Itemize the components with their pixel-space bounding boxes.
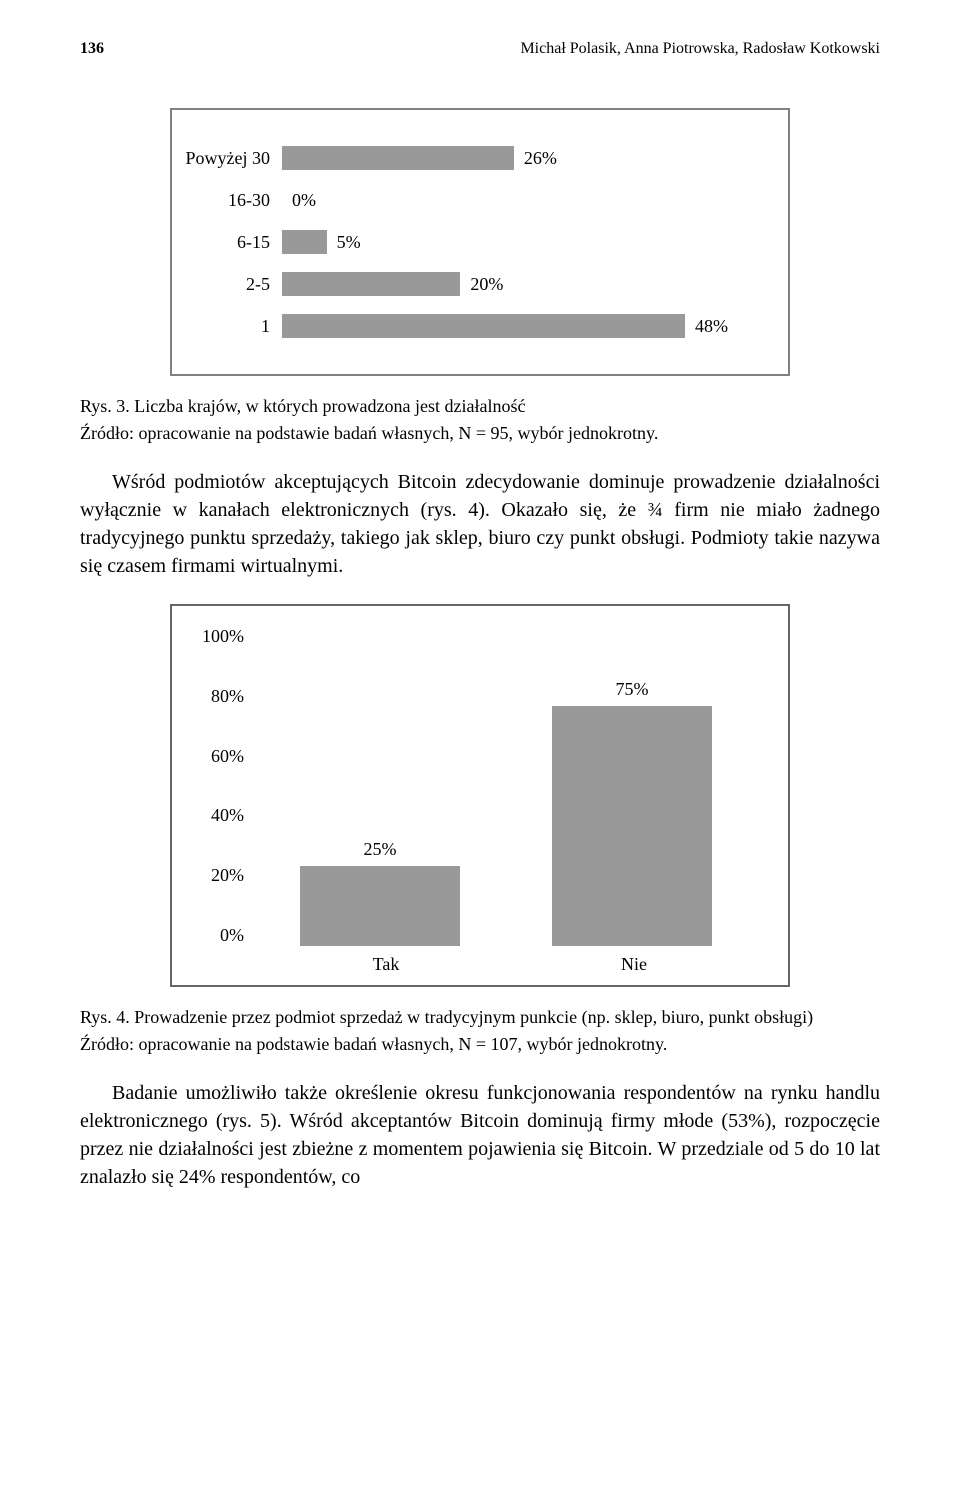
chart-1: Powyżej 3026%16-300%6-155%2-520%148%: [170, 108, 790, 376]
hbar-track: 5%: [282, 230, 728, 254]
hbar-track: 0%: [282, 188, 728, 212]
vbar-ytick: 20%: [211, 865, 244, 886]
vbar-ytick: 80%: [211, 686, 244, 707]
figure-2-source: Źródło: opracowanie na podstawie badań w…: [80, 1034, 880, 1055]
hbar-category-label: 2-5: [182, 274, 282, 295]
hbar-row: 1 48%: [182, 312, 728, 340]
figure-1-source: Źródło: opracowanie na podstawie badań w…: [80, 423, 880, 444]
chart-2-xaxis: Tak Nie: [262, 954, 758, 975]
chart-2-yaxis: 100% 80% 60% 40% 20% 0%: [202, 626, 254, 946]
hbar-row: Powyżej 30 26%: [182, 144, 728, 172]
hbar-row: 6-15 5%: [182, 228, 728, 256]
figure-2-caption: Rys. 4. Prowadzenie przez podmiot sprzed…: [80, 1007, 880, 1028]
authors: Michał Polasik, Anna Piotrowska, Radosła…: [520, 40, 880, 58]
hbar-category-label: Powyżej 30: [182, 148, 282, 169]
hbar-category-label: 16-30: [182, 190, 282, 211]
hbar-value-label: 26%: [514, 148, 557, 169]
vbar-ytick: 0%: [220, 925, 244, 946]
hbar-category-label: 1: [182, 316, 282, 337]
vbar-ytick: 40%: [211, 805, 244, 826]
hbar-track: 20%: [282, 272, 728, 296]
hbar-row: 16-300%: [182, 186, 728, 214]
hbar-value-label: 5%: [327, 232, 361, 253]
vbar-xlabel: Nie: [544, 954, 724, 975]
hbar-category-label: 6-15: [182, 232, 282, 253]
page-header: 136 Michał Polasik, Anna Piotrowska, Rad…: [80, 40, 880, 58]
chart-1-container: Powyżej 3026%16-300%6-155%2-520%148%: [170, 108, 790, 376]
paragraph-2: Badanie umożliwiło także określenie okre…: [80, 1079, 880, 1191]
vbar-value-label: 25%: [364, 839, 397, 860]
hbar-value-label: 0%: [282, 190, 316, 211]
hbar-fill: [282, 314, 685, 338]
vbar-column: 75%: [542, 679, 722, 946]
hbar-track: 26%: [282, 146, 728, 170]
hbar-fill: [282, 272, 460, 296]
hbar-value-label: 20%: [460, 274, 503, 295]
hbar-row: 2-5 20%: [182, 270, 728, 298]
chart-2-container: 100% 80% 60% 40% 20% 0% 25% 75% Tak Nie: [170, 604, 790, 987]
hbar-value-label: 48%: [685, 316, 728, 337]
vbar-fill: [300, 866, 460, 946]
vbar-xlabel: Tak: [296, 954, 476, 975]
chart-2: 100% 80% 60% 40% 20% 0% 25% 75% Tak Nie: [170, 604, 790, 987]
vbar-ytick: 100%: [202, 626, 244, 647]
vbar-column: 25%: [290, 839, 470, 946]
paragraph-1: Wśród podmiotów akceptujących Bitcoin zd…: [80, 468, 880, 580]
hbar-track: 48%: [282, 314, 728, 338]
vbar-ytick: 60%: [211, 746, 244, 767]
hbar-fill: [282, 146, 514, 170]
vbar-fill: [552, 706, 712, 946]
chart-2-plot: 25% 75%: [254, 626, 758, 946]
hbar-fill: [282, 230, 327, 254]
page-number: 136: [80, 40, 104, 58]
vbar-value-label: 75%: [616, 679, 649, 700]
figure-1-caption: Rys. 3. Liczba krajów, w których prowadz…: [80, 396, 880, 417]
